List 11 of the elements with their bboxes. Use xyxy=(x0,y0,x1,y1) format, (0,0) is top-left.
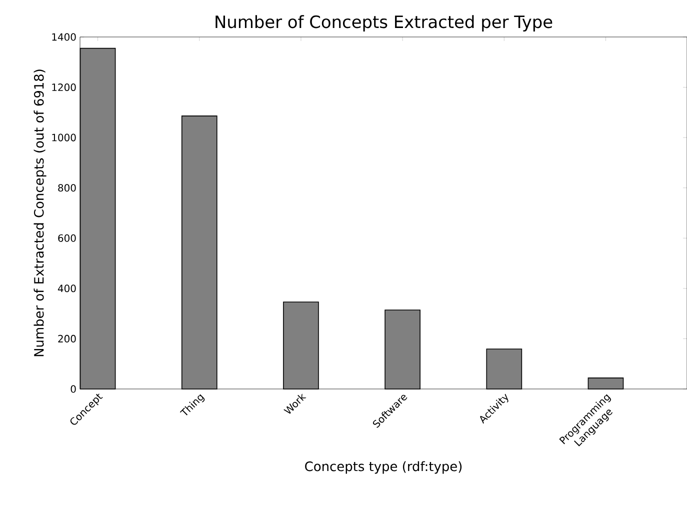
y-tick-label: 0 xyxy=(70,385,76,393)
y-tick-label: 1000 xyxy=(52,134,76,142)
y-tick-label: 600 xyxy=(58,234,76,242)
y-tick-label: 400 xyxy=(58,284,76,292)
y-tick-label: 800 xyxy=(58,184,76,192)
y-tick-label: 1400 xyxy=(52,33,76,41)
chart-title: Number of Concepts Extracted per Type xyxy=(216,15,552,32)
y-tick-label: 200 xyxy=(58,334,76,342)
y-axis-title: Number of Extracted Concepts (out of 6918) xyxy=(34,70,46,356)
y-tick-label: 1200 xyxy=(52,83,76,92)
x-axis-title: Concepts type (rdf:type) xyxy=(305,461,462,474)
